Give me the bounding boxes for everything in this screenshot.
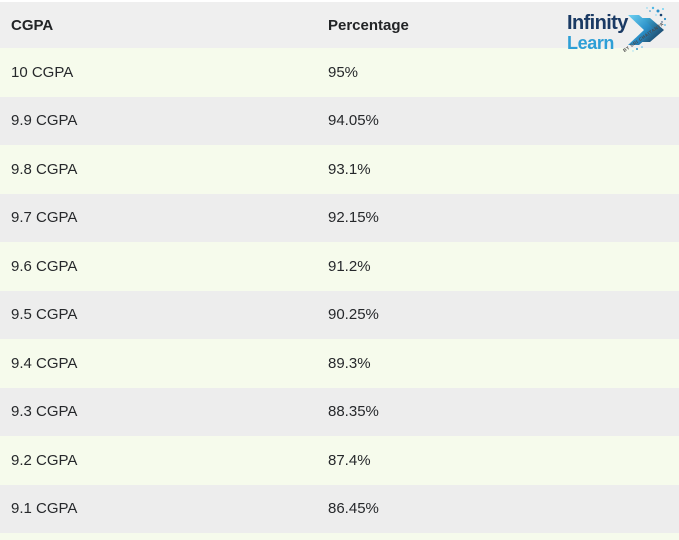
cgpa-cell: 9.1 CGPA [11,500,78,518]
cgpa-cell: 9.5 CGPA [11,306,78,324]
cgpa-cell: 9.3 CGPA [11,403,78,421]
table-row: 9.7 CGPA 92.15% [0,193,679,242]
table-row: 9.4 CGPA 89.3% [0,339,679,388]
cgpa-cell: 9.8 CGPA [11,160,78,178]
logo-wordmark: Infinity Learn [567,13,628,52]
percentage-cell: 94.05% [328,112,379,130]
cgpa-cell: 10 CGPA [11,63,74,81]
percentage-cell: 89.3% [328,354,371,372]
cgpa-column-header: CGPA [11,16,54,34]
percentage-cell: 90.25% [328,306,379,324]
table-row: 10 CGPA 95% [0,48,679,97]
table-row: 9.9 CGPA 94.05% [0,96,679,145]
table-header-row: CGPA Percentage [0,2,679,48]
logo-arrow-icon [628,6,667,52]
cgpa-cell: 9.9 CGPA [11,112,78,130]
table-row: 9.3 CGPA 88.35% [0,387,679,436]
cgpa-cell: 9.4 CGPA [11,354,78,372]
percentage-cell: 95% [328,63,359,81]
infinity-learn-logo: Infinity Learn [567,5,669,59]
percentage-cell: 91.2% [328,257,371,275]
logo-wordmark-infinity: Infinity [567,12,628,34]
percentage-column-header: Percentage [328,16,409,34]
table-row-partial [0,533,679,540]
table-row: 9.2 CGPA 87.4% [0,436,679,485]
table-row: 9.1 CGPA 86.45% [0,484,679,533]
percentage-cell: 88.35% [328,403,379,421]
percentage-cell: 87.4% [328,451,371,469]
cgpa-cell: 9.7 CGPA [11,209,78,227]
table-row: 9.8 CGPA 93.1% [0,145,679,194]
logo-wordmark-learn: Learn [567,33,615,53]
percentage-cell: 86.45% [328,500,379,518]
percentage-cell: 92.15% [328,209,379,227]
table-row: 9.5 CGPA 90.25% [0,290,679,339]
table-row: 9.6 CGPA 91.2% [0,242,679,291]
percentage-cell: 93.1% [328,160,371,178]
cgpa-cell: 9.2 CGPA [11,451,78,469]
cgpa-cell: 9.6 CGPA [11,257,78,275]
